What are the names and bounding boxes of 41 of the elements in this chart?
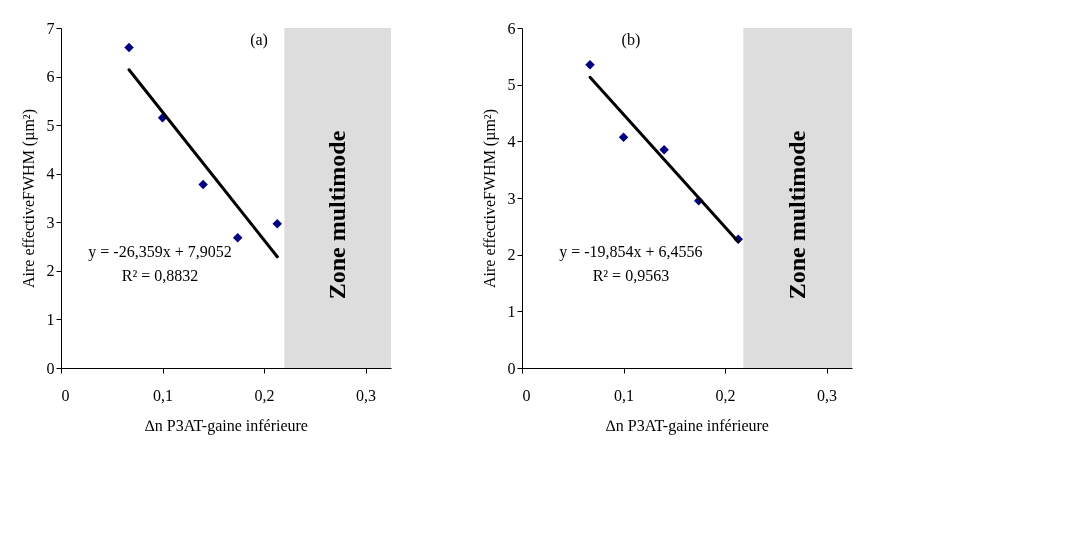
y-axis-title: Aire effectiveFWHM (µm²) — [19, 109, 38, 288]
x-tick-label: 0 — [522, 386, 531, 404]
y-tick-label: 0 — [507, 359, 516, 377]
y-tick-label: 7 — [46, 19, 55, 37]
x-tick-label: 0,3 — [817, 386, 838, 404]
y-tick-label: 2 — [46, 262, 55, 280]
x-tick-label: 0,2 — [715, 386, 736, 404]
y-tick-label: 0 — [46, 359, 55, 377]
annotation: (a) — [250, 31, 268, 49]
annotation: R² = 0,9563 — [592, 267, 670, 285]
point — [124, 42, 134, 53]
point — [272, 219, 283, 229]
x-tick-label: 0,1 — [153, 386, 174, 404]
x-axis-title: ∆n P3AT-gaine inférieure — [606, 416, 769, 435]
x-tick-label: 0,3 — [356, 386, 377, 404]
point — [659, 145, 669, 155]
annotation: (b) — [621, 31, 641, 49]
x-axis-title: ∆n P3AT-gaine inférieure — [145, 416, 308, 435]
y-tick-label: 1 — [46, 310, 55, 328]
annotation: R² = 0,8832 — [121, 267, 199, 285]
annotation: y = -19,854x + 6,4556 — [559, 243, 703, 262]
y-tick-label: 5 — [46, 116, 55, 134]
point — [232, 233, 243, 243]
y-tick-label: 6 — [507, 19, 516, 37]
y-tick-label: 1 — [507, 302, 516, 320]
y-axis-title: Aire effectiveFWHM (µm²) — [480, 109, 499, 288]
band-label: Zone multimode — [783, 130, 810, 300]
y-tick-label: 3 — [507, 189, 516, 207]
y-tick-label: 3 — [46, 213, 55, 231]
y-tick-label: 6 — [46, 68, 55, 86]
x-tick-label: 0,1 — [614, 386, 635, 404]
band-label: Zone multimode — [323, 130, 350, 300]
point — [618, 132, 629, 143]
x-tick-label: 0,2 — [254, 386, 275, 404]
x-tick-label: 0 — [61, 386, 70, 404]
y-tick-label: 4 — [507, 132, 516, 150]
point — [198, 179, 208, 190]
y-tick-label: 2 — [507, 246, 516, 264]
y-tick-label: 5 — [507, 76, 516, 94]
y-tick-label: 4 — [46, 165, 55, 183]
annotation: y = -26,359x + 7,9052 — [88, 243, 232, 262]
